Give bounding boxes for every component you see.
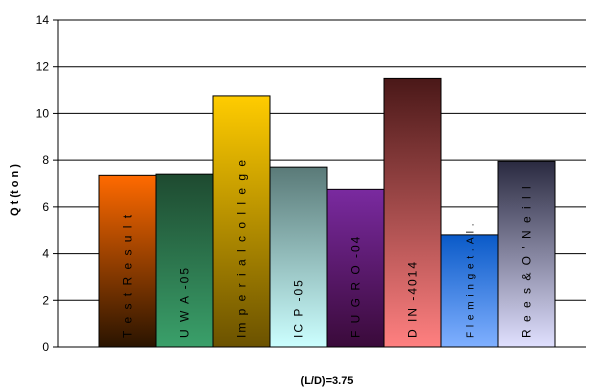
y-tick-label: 12 [36,60,50,74]
y-tick-label: 10 [36,106,50,120]
bar [383,77,442,348]
bar-category-label: F l e m i n g e t . A l . [466,222,477,338]
bar [326,188,385,348]
bar-category-label: T e s t R e s u l t [121,213,135,338]
bar-category-label: U W A -05 [178,266,192,338]
bar-category-label: F U G R O -04 [349,235,363,338]
bar [269,166,328,348]
y-tick-label: 4 [42,247,49,261]
y-tick-label: 14 [36,13,50,27]
y-tick-label: 0 [42,340,49,354]
y-tick-label: 6 [42,200,49,214]
bar [497,160,556,348]
y-tick-label: 2 [42,293,49,307]
bar-category-label: R e e s & O ' N e i l l [520,184,534,338]
bar-category-label: IC P -05 [292,278,306,338]
bar-category-label: D IN -4014 [406,260,420,338]
bar [155,173,214,348]
bar [212,95,271,348]
bars [98,77,556,348]
axes [53,19,586,348]
bar-category-label: Im p e r i a l c o l l e g e [235,158,249,338]
x-axis-title: (L/D)=3.75 [301,375,354,387]
y-tick-label: 8 [42,153,49,167]
y-axis-title: Q t (t o n ) [9,164,21,216]
bar-labels: T e s t R e s u l t U W A -05 Im p e r i a… [121,158,534,338]
y-tick-labels: 0 2 4 6 8 10 12 14 [36,13,50,354]
